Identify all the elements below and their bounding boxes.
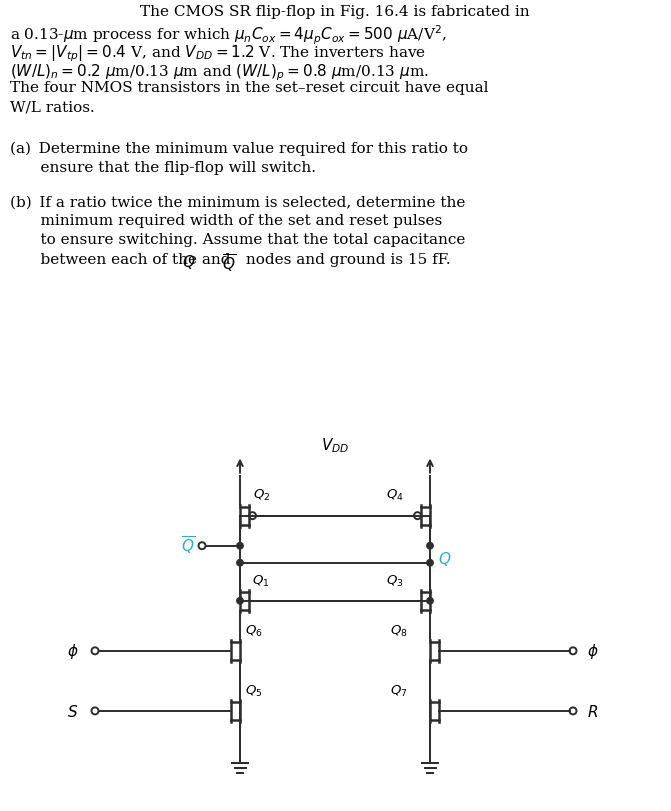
Text: $V_{DD}$: $V_{DD}$ [321, 436, 349, 454]
Circle shape [237, 560, 243, 566]
Text: $\phi$: $\phi$ [67, 642, 79, 660]
Text: The CMOS SR flip-flop in Fig. 16.4 is fabricated in: The CMOS SR flip-flop in Fig. 16.4 is fa… [140, 5, 530, 19]
Text: (a) Determine the minimum value required for this ratio to: (a) Determine the minimum value required… [10, 142, 468, 157]
Text: The four NMOS transistors in the set–reset circuit have equal: The four NMOS transistors in the set–res… [10, 81, 488, 95]
Text: (b) If a ratio twice the minimum is selected, determine the: (b) If a ratio twice the minimum is sele… [10, 195, 466, 209]
Text: $\overline{Q}$: $\overline{Q}$ [222, 252, 236, 274]
Text: $Q_7$: $Q_7$ [390, 683, 407, 698]
Circle shape [237, 543, 243, 549]
Text: $Q$: $Q$ [438, 549, 452, 567]
Text: $Q_1$: $Q_1$ [252, 573, 270, 588]
Text: minimum required width of the set and reset pulses: minimum required width of the set and re… [10, 214, 442, 228]
Circle shape [237, 598, 243, 604]
Text: $S$: $S$ [67, 703, 79, 719]
Text: $Q_3$: $Q_3$ [386, 573, 403, 588]
Circle shape [427, 598, 433, 604]
Text: $V_{tn} = |V_{tp}| = 0.4$ V, and $V_{DD} = 1.2$ V. The inverters have: $V_{tn} = |V_{tp}| = 0.4$ V, and $V_{DD}… [10, 43, 426, 63]
Text: $Q$: $Q$ [182, 252, 195, 270]
Text: $(W/L)_n = 0.2\ \mu$m/0.13 $\mu$m and $(W/L)_p = 0.8\ \mu$m/0.13 $\mu$m.: $(W/L)_n = 0.2\ \mu$m/0.13 $\mu$m and $(… [10, 62, 429, 83]
Text: to ensure switching. Assume that the total capacitance: to ensure switching. Assume that the tot… [10, 234, 466, 247]
Text: W/L ratios.: W/L ratios. [10, 100, 95, 114]
Text: $Q_8$: $Q_8$ [390, 623, 408, 638]
Text: and: and [197, 252, 236, 266]
Text: $Q_5$: $Q_5$ [245, 683, 262, 698]
Text: $\overline{Q}$: $\overline{Q}$ [181, 534, 195, 556]
Text: a 0.13-$\mu$m process for which $\mu_n C_{ox} = 4\mu_p C_{ox} = 500\ \mu$A/V$^2$: a 0.13-$\mu$m process for which $\mu_n C… [10, 24, 447, 47]
Text: $Q_6$: $Q_6$ [245, 623, 262, 638]
Text: $Q_2$: $Q_2$ [253, 487, 270, 502]
Circle shape [427, 560, 433, 566]
Circle shape [427, 543, 433, 549]
Text: $Q_4$: $Q_4$ [386, 487, 404, 502]
Text: $R$: $R$ [587, 703, 599, 719]
Text: nodes and ground is 15 fF.: nodes and ground is 15 fF. [241, 252, 451, 266]
Text: $\phi$: $\phi$ [587, 642, 599, 660]
Text: ensure that the flip-flop will switch.: ensure that the flip-flop will switch. [10, 161, 316, 175]
Text: between each of the: between each of the [10, 252, 202, 266]
